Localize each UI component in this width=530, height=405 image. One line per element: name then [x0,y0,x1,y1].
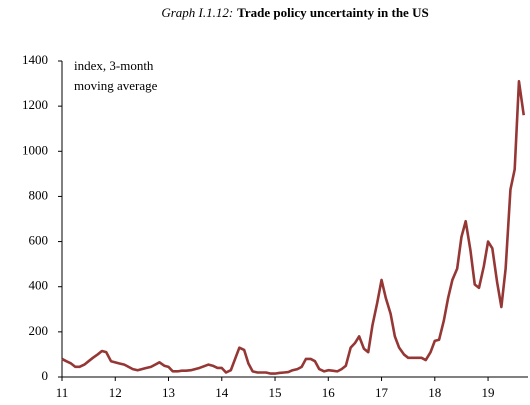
y-tick-label: 200 [29,323,49,338]
y-tick-label: 400 [29,278,49,293]
x-tick-label: 18 [428,385,441,400]
x-tick-label: 19 [482,385,495,400]
y-tick-label: 0 [42,368,49,383]
x-tick-label: 13 [162,385,175,400]
x-tick-label: 12 [109,385,122,400]
title-label: Graph I.1.12: [161,5,233,20]
y-tick-label: 1400 [22,52,48,67]
y-axis-label: index, 3-month [74,58,154,73]
chart-title: Graph I.1.12: Trade policy uncertainty in… [161,5,428,20]
series-line [61,80,526,375]
x-tick-label: 15 [269,385,282,400]
y-tick-label: 600 [29,233,49,248]
y-tick-label: 1200 [22,97,48,112]
x-tick-label: 17 [375,385,389,400]
y-axis-label: moving average [74,78,158,93]
y-tick-label: 1000 [22,142,48,157]
x-tick-label: 16 [322,385,336,400]
title-text: Trade policy uncertainty in the US [237,5,429,20]
x-tick-label: 11 [56,385,69,400]
x-tick-label: 14 [215,385,229,400]
y-tick-label: 800 [29,187,49,202]
